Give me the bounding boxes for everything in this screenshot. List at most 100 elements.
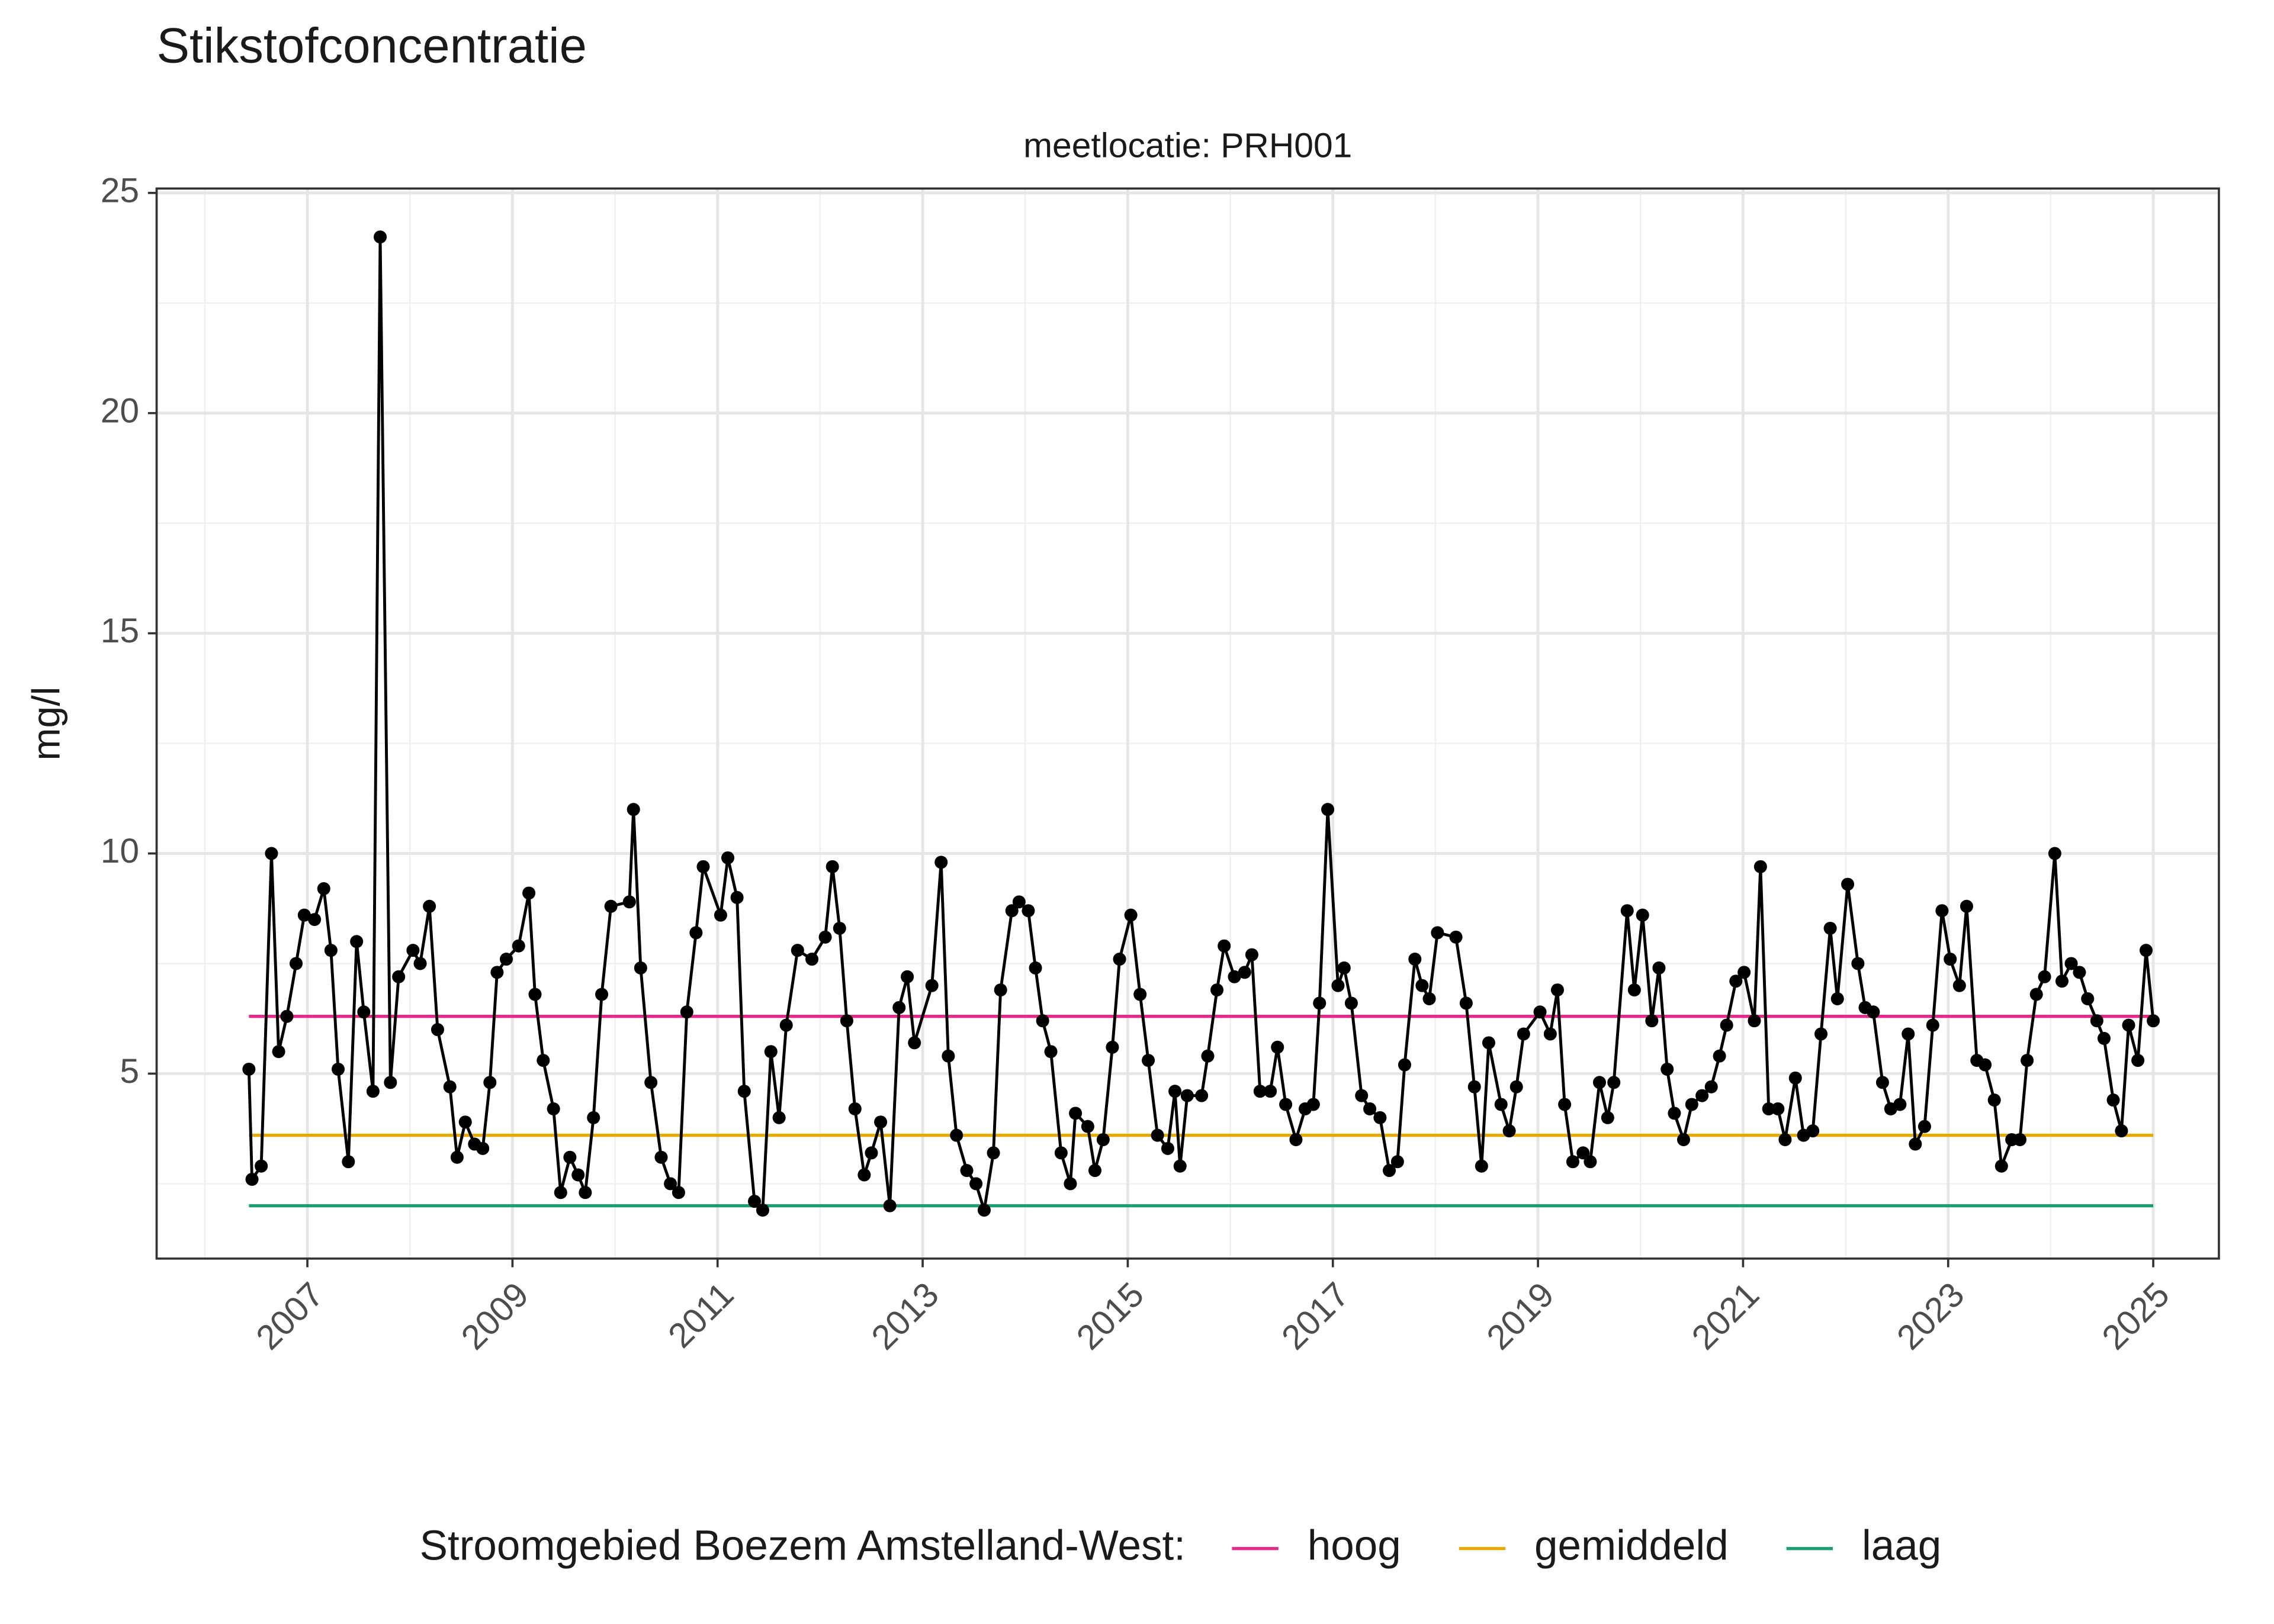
y-tick-label: 25: [101, 171, 139, 210]
data-point: [1142, 1054, 1155, 1067]
data-point: [960, 1164, 974, 1178]
data-point: [689, 926, 703, 940]
data-point: [1331, 979, 1345, 992]
data-point: [289, 957, 303, 970]
data-point: [2073, 966, 2086, 979]
data-point: [499, 953, 513, 966]
data-point: [857, 1168, 871, 1182]
data-point: [1944, 953, 1957, 966]
data-point: [1978, 1058, 1992, 1072]
data-point: [1893, 1098, 1907, 1111]
data-point: [2139, 944, 2153, 957]
data-point: [1494, 1098, 1508, 1111]
data-point: [1676, 1133, 1691, 1146]
data-point: [1550, 983, 1565, 997]
data-point: [272, 1045, 285, 1059]
data-point: [969, 1177, 983, 1191]
data-point: [1918, 1120, 1931, 1133]
data-point: [1778, 1133, 1792, 1146]
data-point: [1771, 1102, 1785, 1115]
data-point: [1627, 983, 1641, 997]
data-point: [1926, 1018, 1939, 1032]
data-point: [934, 856, 948, 869]
data-point: [324, 944, 338, 957]
legend-label: gemiddeld: [1534, 1522, 1729, 1569]
data-point: [1737, 966, 1751, 979]
data-point: [366, 1085, 380, 1098]
data-point: [1830, 992, 1844, 1005]
data-point: [1044, 1045, 1058, 1059]
legend-label: laag: [1862, 1522, 1941, 1569]
data-point: [1210, 983, 1224, 997]
data-point: [644, 1076, 658, 1089]
data-point: [595, 988, 609, 1001]
data-point: [779, 1018, 793, 1032]
data-point: [2090, 1014, 2103, 1028]
data-point: [1124, 908, 1138, 922]
data-point: [977, 1203, 991, 1217]
data-point: [1012, 895, 1026, 909]
legend-label: hoog: [1308, 1522, 1401, 1569]
data-point: [1695, 1089, 1709, 1102]
data-point: [431, 1023, 444, 1037]
chart-title: Stikstofconcentratie: [156, 18, 587, 73]
data-point: [2081, 992, 2095, 1005]
data-point: [1337, 961, 1351, 975]
data-point: [1685, 1098, 1698, 1111]
data-point: [1005, 904, 1019, 918]
data-point: [392, 970, 406, 983]
data-point: [1636, 908, 1649, 922]
data-point: [1601, 1111, 1614, 1124]
data-point: [1645, 1014, 1659, 1028]
data-point: [317, 882, 330, 896]
data-point: [1449, 930, 1463, 944]
data-point: [950, 1128, 963, 1142]
data-point: [696, 860, 710, 873]
data-point: [522, 886, 536, 900]
data-point: [1238, 966, 1251, 979]
data-point: [350, 935, 364, 948]
data-point: [1660, 1062, 1674, 1076]
data-point: [490, 966, 504, 979]
data-point: [528, 988, 542, 1001]
data-point: [1029, 961, 1042, 975]
data-point: [1994, 1159, 2008, 1173]
data-point: [2064, 957, 2078, 970]
data-point: [1909, 1137, 1922, 1151]
data-point: [634, 961, 647, 975]
data-point: [2029, 988, 2043, 1001]
data-point: [1271, 1040, 1284, 1054]
data-point: [1054, 1146, 1068, 1160]
data-point: [1195, 1089, 1209, 1102]
data-point: [450, 1150, 464, 1164]
data-point: [1620, 904, 1634, 918]
data-point: [1289, 1133, 1303, 1146]
panel-border: [155, 187, 2220, 1260]
data-point: [1313, 996, 1326, 1010]
data-point: [1306, 1098, 1320, 1111]
y-axis-label: mg/l: [25, 687, 69, 761]
data-point: [342, 1155, 355, 1169]
data-point: [840, 1014, 853, 1028]
data-point: [1279, 1098, 1293, 1111]
data-point: [994, 983, 1007, 997]
data-point: [443, 1080, 457, 1094]
data-point: [1081, 1120, 1094, 1133]
data-point: [1373, 1111, 1387, 1124]
data-point: [818, 930, 832, 944]
data-point: [245, 1172, 259, 1186]
data-point: [1704, 1080, 1718, 1094]
data-point: [571, 1168, 585, 1182]
data-point: [1814, 1027, 1828, 1041]
data-point: [1788, 1071, 1802, 1085]
data-point: [1069, 1107, 1083, 1120]
data-point: [1987, 1094, 2001, 1107]
data-point: [242, 1062, 256, 1076]
data-point: [280, 1009, 294, 1023]
data-point: [1228, 970, 1241, 983]
data-point: [2122, 1018, 2135, 1032]
data-point: [833, 921, 846, 935]
data-point: [1902, 1027, 1915, 1041]
